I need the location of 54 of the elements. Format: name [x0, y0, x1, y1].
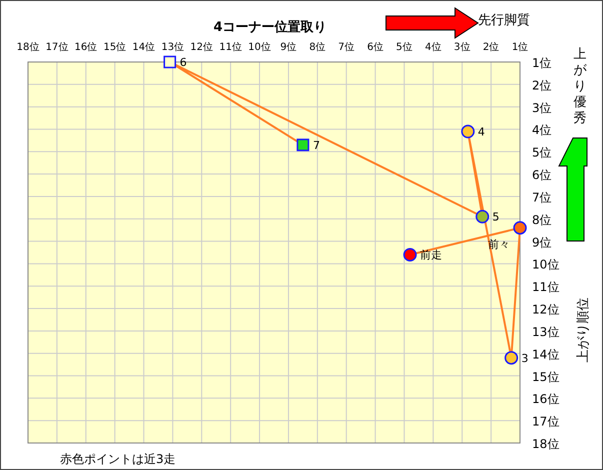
x-tick-label: 4位 — [424, 41, 442, 53]
y-tick-label: 16位 — [532, 392, 560, 406]
y-tick-label: 2位 — [532, 78, 552, 92]
y-axis-title: 上がり順位 — [576, 298, 591, 362]
point — [513, 221, 527, 235]
x-tick-label: 13位 — [161, 41, 184, 53]
text: 赤色ポイントは近3走 — [60, 452, 176, 466]
y-tick-label: 8位 — [532, 212, 552, 227]
y-tick-label: 6位 — [532, 168, 552, 182]
x-tick-label: 18位 — [16, 41, 40, 53]
y-tick-label: 18位 — [532, 437, 560, 451]
x-tick-label: 2位 — [482, 41, 500, 53]
point — [296, 138, 310, 152]
x-tick-label: 9位 — [280, 41, 297, 53]
series-label: 6 — [180, 56, 187, 69]
y-tick-label: 7位 — [532, 190, 552, 204]
text: 先行脚質 — [478, 13, 530, 28]
point — [403, 248, 417, 262]
x-tick-label: 17位 — [46, 41, 68, 53]
x-tick-label: 14位 — [132, 41, 156, 53]
text: 上がり優秀 — [574, 47, 588, 126]
y-tick-label: 13位 — [532, 324, 560, 339]
x-tick-label: 16位 — [74, 41, 98, 53]
x-axis-title: 4コーナー位置取り — [213, 20, 327, 35]
y-tick-label: 12位 — [532, 302, 560, 317]
x-tick-label: 7位 — [338, 41, 355, 53]
y-tick-label: 10位 — [532, 258, 560, 272]
x-tick-label: 10位 — [248, 41, 271, 53]
point — [504, 351, 518, 365]
series-label: 7 — [312, 138, 320, 152]
y-tick-label: 9位 — [532, 235, 552, 250]
series-label: 4 — [478, 125, 485, 138]
x-tick-label: 12位 — [190, 41, 214, 53]
y-tick-label: 1位 — [532, 56, 552, 70]
point — [461, 124, 475, 138]
y-tick-label: 3位 — [532, 100, 552, 115]
x-tick-label: 3位 — [454, 41, 470, 53]
series-label: 5 — [492, 210, 500, 224]
point — [476, 210, 490, 224]
x-tick-label: 8位 — [309, 41, 326, 53]
y-tick-label: 17位 — [532, 414, 560, 429]
x-tick-label: 11位 — [219, 41, 242, 53]
y-tick-label: 5位 — [532, 146, 552, 160]
y-tick-label: 14位 — [532, 347, 560, 362]
y-tick-label: 4位 — [532, 123, 552, 138]
series-label: 3 — [521, 352, 528, 365]
x-tick-label: 6位 — [367, 41, 384, 53]
y-tick-label: 15位 — [532, 370, 560, 384]
x-tick-label: 1位 — [512, 41, 528, 53]
point — [164, 56, 176, 68]
x-tick-label: 15位 — [103, 41, 126, 53]
series-label: 前走 — [420, 248, 442, 262]
x-tick-label: 5位 — [396, 41, 412, 53]
y-tick-label: 11位 — [532, 280, 560, 294]
